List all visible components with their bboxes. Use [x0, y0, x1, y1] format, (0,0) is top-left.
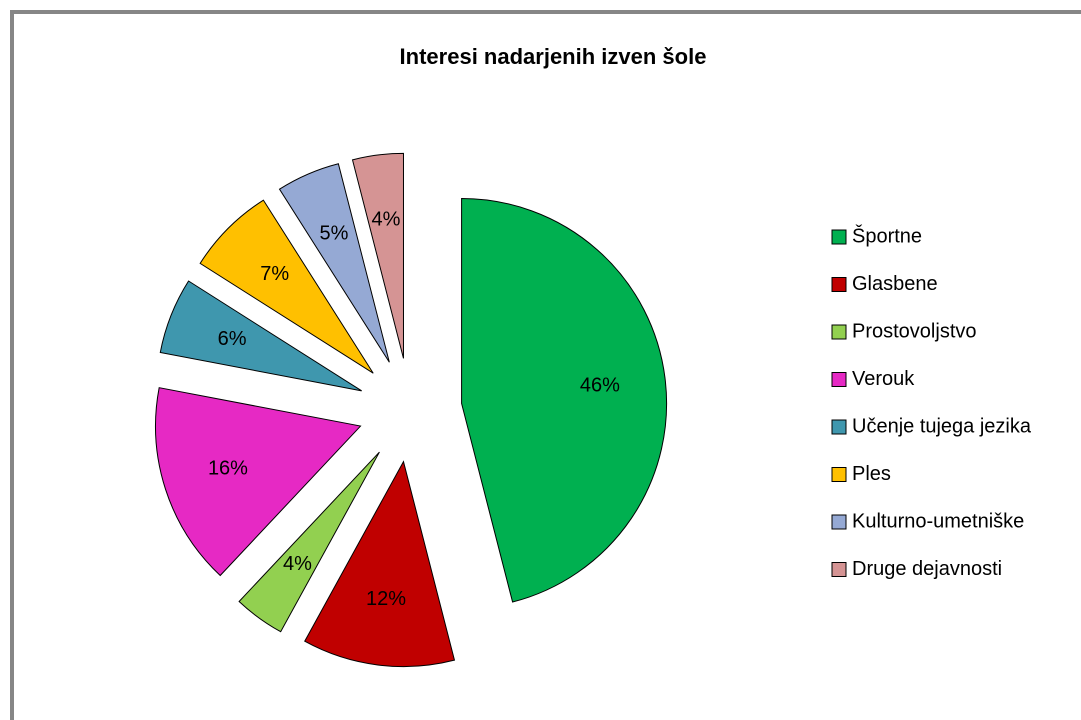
- data-label: 4%: [372, 208, 401, 230]
- legend-swatch: [831, 324, 847, 340]
- data-label: 4%: [283, 553, 312, 575]
- legend-swatch: [831, 277, 847, 292]
- legend-label: Kulturno-umetniške: [852, 510, 1024, 532]
- legend-label: Druge dejavnosti: [852, 558, 1002, 580]
- pie-slice: [159, 280, 362, 392]
- data-label: 12%: [366, 588, 406, 610]
- legend-label: Športne: [852, 224, 922, 247]
- legend-label: Prostovoljstvo: [852, 320, 977, 342]
- legend-swatch: [831, 419, 847, 435]
- pie-slice: [199, 199, 374, 374]
- pie-slice: [155, 387, 362, 577]
- pie-slice: [461, 197, 668, 603]
- pie-slice: [304, 460, 456, 668]
- data-label: 5%: [320, 223, 349, 245]
- pie-slice: [351, 152, 404, 359]
- legend-swatch: [831, 372, 847, 387]
- legend-label: Glasbene: [852, 273, 938, 295]
- data-label: 16%: [208, 457, 248, 479]
- chart-title: Interesi nadarjenih izven šole: [400, 44, 707, 69]
- data-label: 46%: [580, 374, 620, 396]
- legend-label: Verouk: [852, 368, 915, 390]
- legend-label: Ples: [852, 463, 891, 485]
- legend-label: Učenje tujega jezika: [852, 415, 1032, 437]
- legend-swatch: [831, 467, 847, 482]
- data-label: 6%: [218, 328, 247, 350]
- legend-swatch: [831, 229, 847, 245]
- legend-swatch: [831, 514, 847, 530]
- pie-slice: [238, 451, 380, 633]
- data-label: 7%: [260, 263, 289, 285]
- pie-slice: [278, 163, 390, 363]
- legend-swatch: [831, 562, 847, 577]
